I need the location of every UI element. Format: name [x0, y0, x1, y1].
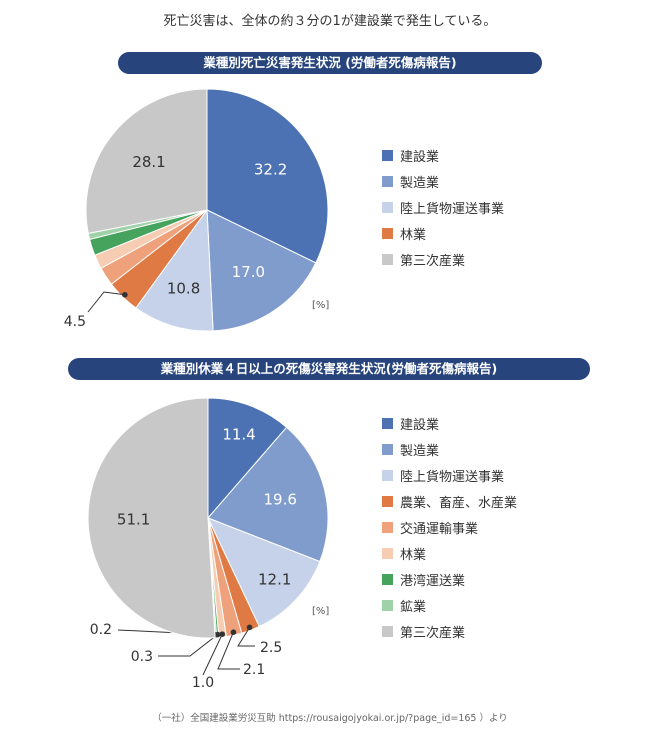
chart2-legend-item-5: 林業	[382, 540, 517, 566]
chart2-pie: 11.4 19.6 12.1 2.5 2.1 1.0 0.3 0.2 51.1	[87, 397, 329, 691]
chart2-legend-item-2: 陸上貨物運送事業	[382, 462, 517, 488]
chart2-legend-item-3: 農業、畜産、水産業	[382, 488, 517, 514]
chart2-slice-8	[87, 397, 216, 639]
chart2-leader-5	[202, 633, 223, 676]
chart2-leader-4	[217, 632, 240, 670]
chart2-legend-swatch-6	[382, 573, 393, 585]
chart2-legend-item-0: 建設業	[382, 410, 517, 436]
chart1-legend-item-2: 陸上貨物運送事業	[382, 194, 504, 220]
chart1-leader-dot-3	[122, 291, 128, 298]
chart1-label-8: 28.1	[132, 153, 165, 171]
chart2-leader-3	[237, 627, 255, 647]
chart2-slice-1	[207, 426, 329, 563]
chart2-leader-dot-5	[219, 631, 226, 637]
chart2-title-banner: 業種別休業４日以上の死傷災害発生状況(労働者死傷病報告)	[68, 358, 590, 380]
chart1-legend-swatch-0	[382, 149, 393, 161]
chart1-slice-1	[206, 209, 317, 332]
chart2-legend-label-7: 鉱業	[400, 599, 427, 615]
chart2-legend-label-1: 製造業	[400, 443, 440, 459]
chart2-legend-label-5: 林業	[400, 547, 427, 563]
chart2-legend-label-6: 港湾運送業	[400, 573, 466, 589]
chart2-legend-label-0: 建設業	[400, 417, 440, 433]
chart2-legend-swatch-3	[382, 495, 393, 507]
chart2-label-6: 0.3	[131, 649, 153, 665]
header-text: 死亡災害は、全体の約３分の1が建設業で発生している。	[163, 14, 497, 29]
chart2-legend: 建設業製造業陸上貨物運送事業 農業、畜産、水産業 交通運輸事業 林業港湾運送業鉱業第三…	[382, 410, 517, 644]
chart2-leader-dot-4	[230, 629, 237, 635]
chart2-legend-swatch-2	[382, 469, 393, 481]
chart2-label-0: 11.4	[222, 425, 255, 443]
chart1-title-banner: 業種別死亡災害発生状況 (労働者死傷病報告)	[118, 52, 542, 74]
chart2-slice-0	[207, 397, 288, 520]
chart2-legend-swatch-8	[382, 625, 393, 637]
chart2-legend-swatch-0	[382, 417, 393, 429]
chart2-leader-6	[158, 634, 218, 657]
chart1-legend-item-4: 第三次産業	[382, 246, 504, 272]
chart1-legend-swatch-1	[382, 175, 393, 187]
chart1-slice-0	[206, 88, 329, 264]
chart2-legend-item-7: 鉱業	[382, 592, 517, 618]
chart2-legend-label-2: 陸上貨物運送事業	[400, 469, 505, 485]
chart1-legend-item-3: 林業	[382, 220, 504, 246]
chart1-legend-label-1: 製造業	[400, 175, 440, 191]
chart1-legend-item-1: 製造業	[382, 168, 504, 194]
chart1-legend-swatch-3	[382, 227, 393, 239]
chart2-unit: [%]	[312, 606, 330, 617]
chart2-label-7: 0.2	[90, 622, 112, 638]
chart1-legend-swatch-2	[382, 201, 393, 213]
chart1-slice-2	[135, 208, 214, 332]
chart2-legend-item-4: 交通運輸事業	[382, 514, 517, 540]
chart2-leader-dot-3	[246, 624, 253, 631]
chart1-legend: 建設業製造業陸上貨物運送事業 林業第三次産業	[382, 142, 504, 272]
chart1-unit: [%]	[312, 300, 330, 311]
chart1-pie: 32.2 17.0 10.8 4.5 28.1	[64, 88, 329, 332]
source-footer: （一社）全国建設業労災互助 https://rousaigojyokai.or.…	[152, 713, 508, 724]
chart2-label-4: 2.1	[243, 662, 265, 678]
chart2-legend-label-3: 農業、畜産、水産業	[400, 495, 518, 511]
chart2-legend-swatch-1	[382, 443, 393, 455]
chart1-legend-label-0: 建設業	[400, 149, 440, 165]
chart2-label-8: 51.1	[117, 511, 150, 529]
chart1-legend-swatch-4	[382, 253, 393, 265]
chart1-label-1: 17.0	[232, 263, 265, 281]
chart2-legend-swatch-4	[382, 521, 393, 533]
chart2-label-2: 12.1	[258, 571, 291, 589]
chart2-slice-2	[207, 517, 321, 628]
chart1-slice-8	[85, 88, 208, 235]
chart2-legend-item-1: 製造業	[382, 436, 517, 462]
chart2-legend-item-8: 第三次産業	[382, 618, 517, 644]
chart1-legend-label-2: 陸上貨物運送事業	[400, 201, 505, 217]
chart1-label-3: 4.5	[64, 314, 86, 330]
chart2-legend-label-4: 交通運輸事業	[400, 521, 479, 537]
chart1-label-0: 32.2	[254, 161, 287, 179]
chart2-legend-item-6: 港湾運送業	[382, 566, 517, 592]
chart2-label-1: 19.6	[264, 491, 297, 509]
chart2-legend-swatch-7	[382, 599, 393, 611]
chart2-label-5: 1.0	[192, 675, 214, 691]
chart2-label-3: 2.5	[260, 640, 282, 656]
chart1-legend-label-4: 第三次産業	[400, 253, 466, 269]
chart1-legend-item-0: 建設業	[382, 142, 504, 168]
chart2-legend-swatch-5	[382, 547, 393, 559]
chart1-label-2: 10.8	[167, 279, 200, 297]
chart2-legend-label-8: 第三次産業	[400, 625, 466, 641]
chart1-legend-label-3: 林業	[400, 227, 427, 243]
chart1-leader-3	[87, 291, 125, 313]
